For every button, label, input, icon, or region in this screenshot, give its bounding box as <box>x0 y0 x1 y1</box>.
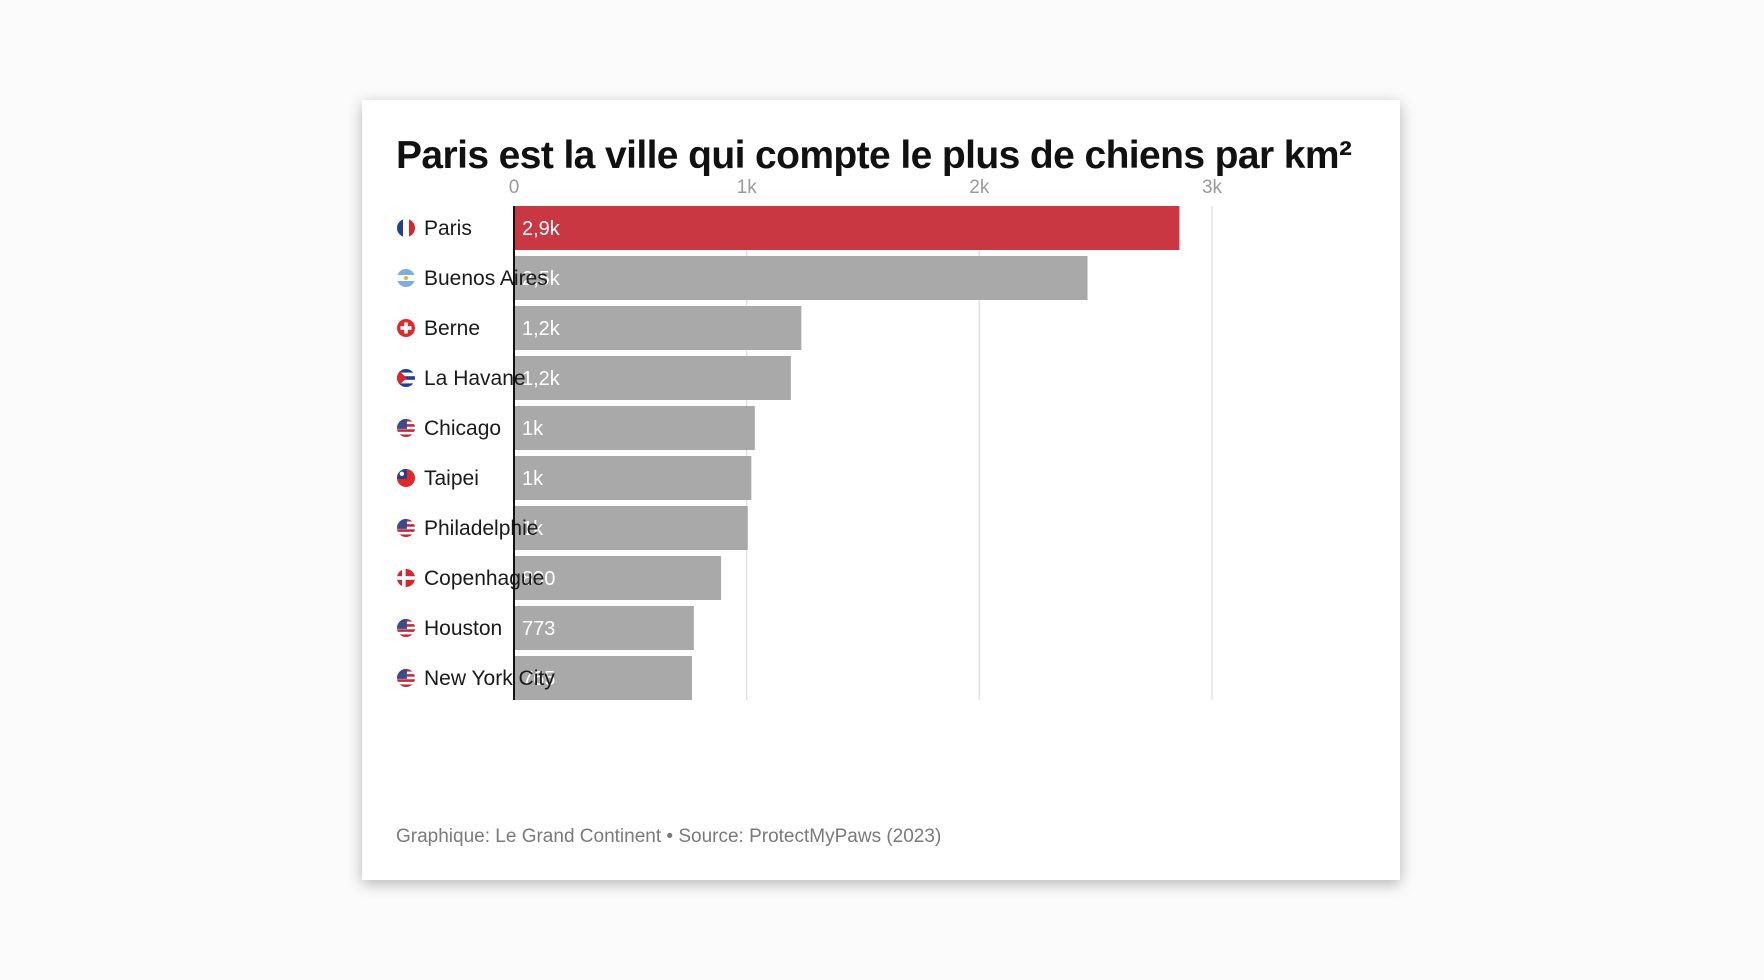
category-label: Berne <box>424 317 480 340</box>
bar-copenhague <box>514 556 722 600</box>
x-tick-label: 3k <box>1202 177 1223 198</box>
category-label: Houston <box>424 617 502 640</box>
denmark-flag-icon <box>397 569 415 587</box>
bar-value-label: 773 <box>522 618 555 640</box>
bar-paris <box>514 206 1180 250</box>
bar-philadelphie <box>514 506 748 550</box>
usa-flag-icon <box>397 669 415 687</box>
usa-flag-icon <box>397 419 415 437</box>
bar-chicago <box>514 406 755 450</box>
bar-berne <box>514 306 802 350</box>
category-label: La Havane <box>424 367 526 390</box>
category-label: Chicago <box>424 417 501 440</box>
france-flag-icon <box>397 219 415 237</box>
bar-value-label: 890 <box>522 568 555 590</box>
cuba-flag-icon <box>397 369 415 387</box>
taiwan-flag-icon <box>397 469 415 487</box>
bar-value-label: 1k <box>522 418 544 440</box>
bar-la-havane <box>514 356 791 400</box>
bar-houston <box>514 606 694 650</box>
switzerland-flag-icon <box>397 319 415 337</box>
bar-value-label: 1,2k <box>522 318 561 340</box>
bar-value-label: 2,9k <box>522 218 561 240</box>
bar-value-label: 2,5k <box>522 268 561 290</box>
category-label: Buenos Aires <box>424 267 548 290</box>
bar-value-label: 1,2k <box>522 368 561 390</box>
category-label: New York City <box>424 667 555 690</box>
bar-buenos-aires <box>514 256 1088 300</box>
usa-flag-icon <box>397 619 415 637</box>
x-tick-label: 2k <box>969 177 990 198</box>
usa-flag-icon <box>397 519 415 537</box>
bar-new-york-city <box>514 656 692 700</box>
bar-value-label: 1k <box>522 468 544 490</box>
chart-card: Paris est la ville qui compte le plus de… <box>362 100 1400 880</box>
x-tick-label: 0 <box>509 177 520 198</box>
category-label: Copenhague <box>424 567 544 590</box>
category-label: Philadelphie <box>424 517 538 540</box>
chart-title: Paris est la ville qui compte le plus de… <box>396 134 1352 177</box>
chart-footer: Graphique: Le Grand Continent • Source: … <box>396 826 942 847</box>
bar-value-label: 765 <box>522 668 555 690</box>
argentina-flag-icon <box>397 269 415 287</box>
category-label: Taipei <box>424 467 479 490</box>
category-label: Paris <box>424 217 472 240</box>
x-tick-label: 1k <box>737 177 758 198</box>
bar-taipei <box>514 456 752 500</box>
bar-value-label: 1k <box>522 518 544 540</box>
